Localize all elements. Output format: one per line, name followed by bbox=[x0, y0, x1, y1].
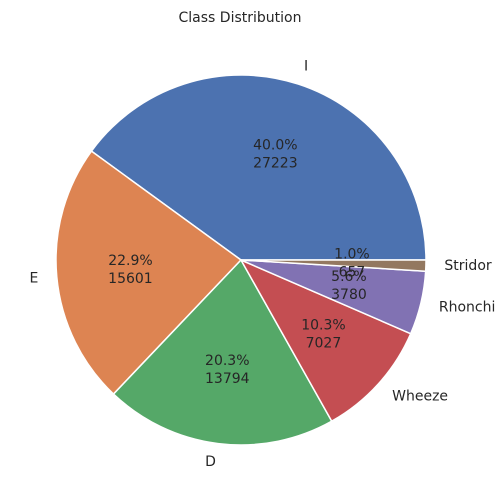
category-label-stridor: Stridor bbox=[444, 258, 491, 274]
percent-label-wheeze: 10.3% bbox=[301, 317, 345, 333]
value-label-rhonchi: 3780 bbox=[331, 287, 367, 303]
percent-label-stridor: 1.0% bbox=[334, 246, 370, 262]
value-label-e: 15601 bbox=[108, 271, 153, 287]
percent-label-d: 20.3% bbox=[205, 353, 249, 369]
category-label-wheeze: Wheeze bbox=[392, 388, 448, 404]
value-label-stridor: 657 bbox=[339, 264, 366, 280]
category-label-rhonchi: Rhonchi bbox=[439, 299, 496, 315]
value-label-d: 13794 bbox=[205, 371, 250, 387]
percent-label-e: 22.9% bbox=[108, 253, 152, 269]
category-label-e: E bbox=[29, 270, 38, 286]
value-label-i: 27223 bbox=[253, 155, 298, 171]
value-label-wheeze: 7027 bbox=[306, 335, 342, 351]
chart-title: Class Distribution bbox=[179, 10, 302, 26]
category-label-i: I bbox=[304, 58, 308, 74]
category-label-d: D bbox=[205, 454, 216, 470]
percent-label-i: 40.0% bbox=[253, 137, 297, 153]
